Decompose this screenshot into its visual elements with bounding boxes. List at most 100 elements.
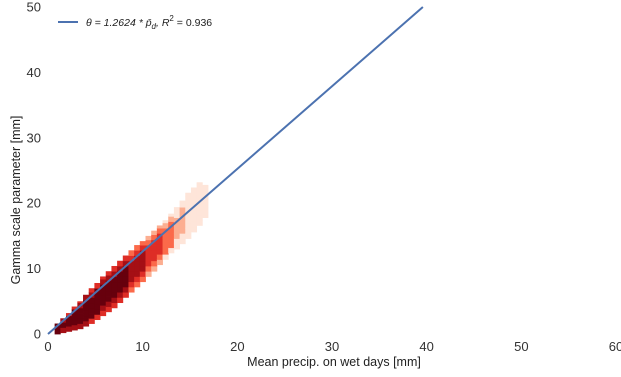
- heatmap-column: [156, 225, 163, 266]
- heatmap-cell: [145, 239, 152, 246]
- heatmap-column: [134, 245, 141, 288]
- heatmap-cell: [65, 320, 73, 327]
- heatmap-column: [179, 200, 186, 245]
- heatmap-cell: [139, 245, 146, 251]
- heatmap-cell: [145, 245, 152, 251]
- heatmap-cell: [196, 182, 203, 184]
- heatmap-cell: [94, 314, 101, 321]
- heatmap-cell: [190, 187, 198, 191]
- heatmap-cell: [145, 265, 152, 272]
- heatmap-cell: [83, 315, 90, 322]
- heatmap-column: [122, 255, 129, 298]
- heatmap-cell: [173, 233, 180, 239]
- heatmap-cell: [94, 298, 101, 305]
- heatmap-cell: [117, 281, 124, 288]
- heatmap-cell: [105, 271, 112, 276]
- heatmap-cell: [156, 228, 163, 234]
- heatmap-cell: [88, 297, 95, 304]
- heatmap-column: [168, 213, 175, 254]
- y-tick-label: 0: [34, 327, 41, 342]
- heatmap-cell: [168, 242, 175, 249]
- heatmap-cell: [128, 276, 135, 283]
- heatmap-cell: [156, 248, 163, 255]
- heatmap-cell: [88, 313, 95, 319]
- heatmap-cell: [94, 282, 101, 289]
- x-axis-label: Mean precip. on wet days [mm]: [247, 355, 421, 369]
- heatmap-cell: [190, 221, 198, 228]
- heatmap-cell: [100, 279, 107, 285]
- heatmap-cell: [100, 276, 107, 280]
- heatmap-cell: [83, 310, 90, 317]
- heatmap-cell: [162, 222, 169, 229]
- fit-line: [47, 6, 424, 335]
- heatmap-cell: [202, 184, 209, 187]
- heatmap-column: [117, 260, 124, 304]
- heatmap-cell: [77, 301, 84, 304]
- heatmap-cell: [179, 217, 186, 224]
- heatmap-column: [83, 294, 90, 327]
- heatmap-column: [173, 207, 180, 250]
- x-tick-label: 40: [419, 339, 433, 354]
- legend-label: θ = 1.2624 * p̄d, R2 = 0.936: [86, 14, 212, 31]
- heatmap-cell: [117, 276, 124, 283]
- heatmap-cell: [111, 271, 118, 277]
- heatmap-cell: [151, 250, 158, 256]
- heatmap-cell: [117, 260, 124, 267]
- heatmap-cell: [179, 207, 186, 213]
- legend-r-superscript: 2: [169, 14, 174, 23]
- heatmap-cell: [122, 276, 129, 283]
- heatmap-cell: [202, 212, 209, 218]
- heatmap-cell: [162, 243, 169, 250]
- heatmap-cell: [162, 233, 169, 239]
- heatmap-cell: [156, 254, 163, 260]
- heatmap-cell: [196, 209, 203, 216]
- heatmap-cell: [122, 292, 129, 298]
- heatmap-cell: [94, 303, 101, 310]
- heatmap-cell: [168, 221, 175, 228]
- heatmap-cell: [128, 281, 135, 288]
- heatmap-cell: [88, 302, 95, 309]
- heatmap-cell: [179, 200, 186, 203]
- heatmap-cell: [202, 201, 209, 208]
- legend-p-subscript: d: [152, 22, 157, 31]
- heatmap-cell: [139, 271, 146, 277]
- heatmap-cell: [185, 201, 192, 208]
- heatmap-cell: [128, 271, 135, 277]
- heatmap-cell: [105, 306, 112, 313]
- heatmap-column: [111, 265, 118, 309]
- heatmap-column: [162, 220, 169, 260]
- heatmap-cell: [190, 195, 198, 201]
- heatmap-cell: [196, 194, 203, 200]
- legend-suffix: = 0.936: [174, 17, 212, 29]
- heatmap-cell: [111, 292, 118, 298]
- heatmap-cell: [151, 234, 158, 241]
- heatmap-cell: [111, 265, 118, 272]
- heatmap-cell: [145, 235, 152, 241]
- legend: θ = 1.2624 * p̄d, R2 = 0.936: [58, 14, 212, 31]
- heatmap-cell: [139, 265, 146, 272]
- x-tick-label: 60: [609, 339, 621, 354]
- heatmap-cell: [168, 226, 175, 233]
- y-tick-label: 50: [27, 0, 41, 15]
- heatmap-cell: [117, 265, 124, 272]
- heatmap-cell: [151, 245, 158, 251]
- y-tick-label: 30: [27, 130, 41, 145]
- heatmap-cell: [122, 271, 129, 277]
- fit-line-layer: [47, 6, 424, 335]
- heatmap-cell: [151, 230, 158, 235]
- heatmap-cell: [128, 265, 135, 272]
- heatmap-cell: [156, 243, 163, 250]
- heatmap-cell: [145, 255, 152, 262]
- heatmap-cell: [168, 237, 175, 243]
- heatmap-cell: [185, 192, 192, 198]
- heatmap-cell: [156, 238, 163, 245]
- heatmap-cell: [105, 275, 112, 281]
- heatmap-cell: [185, 207, 192, 213]
- heatmap-cell: [202, 196, 209, 203]
- heatmap-cell: [185, 228, 192, 234]
- heatmap-cell: [71, 319, 78, 326]
- heatmap-cell: [179, 233, 186, 239]
- heatmap-cell: [105, 290, 112, 297]
- heatmap-cell: [60, 327, 67, 334]
- heatmap-cell: [202, 186, 209, 192]
